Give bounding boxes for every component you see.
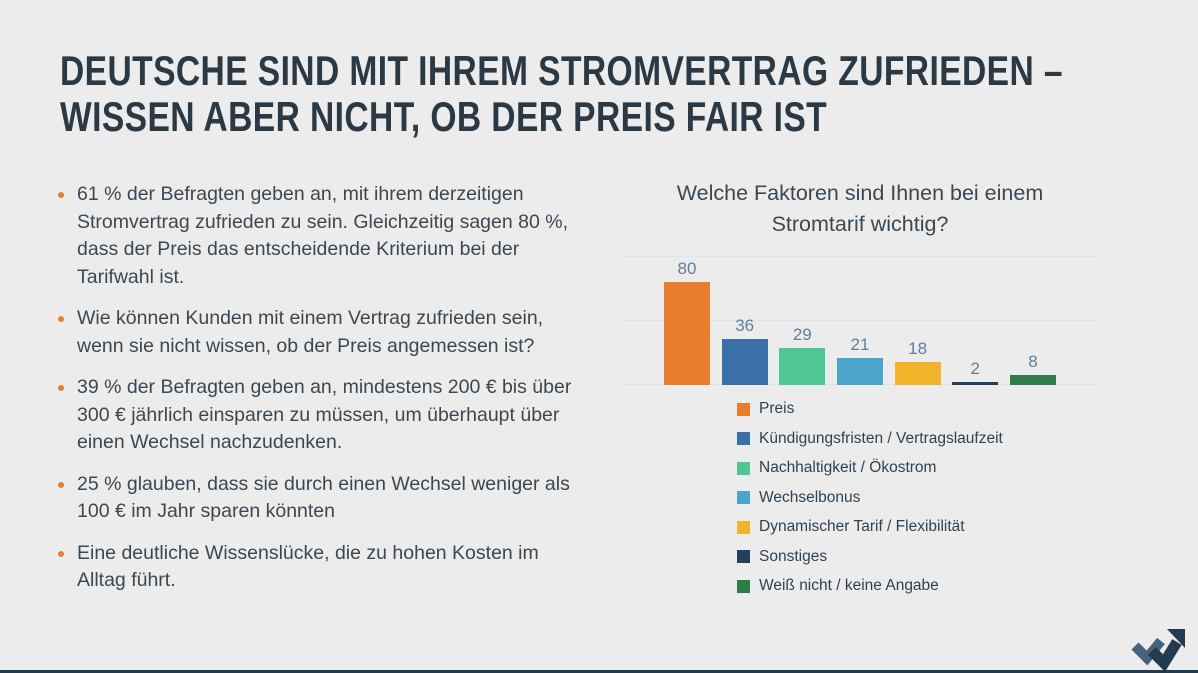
bullet-marker-icon xyxy=(58,192,64,198)
legend-label: Preis xyxy=(759,400,795,417)
footer-bar xyxy=(0,670,1198,673)
legend-swatch xyxy=(737,402,750,416)
double-check-arrow-logo-icon xyxy=(1131,629,1185,670)
legend-label: Sonstiges xyxy=(759,547,828,565)
bullet-item: Eine deutliche Wissenslücke, die zu hohe… xyxy=(58,540,578,595)
bar-value-label: 29 xyxy=(792,324,812,344)
bullet-marker-icon xyxy=(58,481,64,488)
bullet-text: Eine deutliche Wissenslücke, die zu hohe… xyxy=(77,541,539,592)
bar-value-label: 18 xyxy=(908,338,928,358)
legend-label: Weiß nicht / keine Angabe xyxy=(759,577,939,594)
bar-chart: Welche Faktoren sind Ihnen bei einem Str… xyxy=(620,178,1100,595)
gridline xyxy=(620,256,1100,257)
legend-item: Dynamischer Tarif / Flexibilität xyxy=(737,518,1100,536)
bar-value-label: 80 xyxy=(677,258,697,278)
legend-item: Preis xyxy=(737,400,1100,418)
gridline xyxy=(620,320,1100,321)
bar xyxy=(894,361,941,385)
bar xyxy=(721,338,768,385)
bar-value-label: 2 xyxy=(970,359,981,378)
bar xyxy=(779,347,826,385)
bullet-item: 25 % glauben, dass sie durch einen Wechs… xyxy=(58,471,578,526)
bar-column: 21 xyxy=(836,334,883,385)
bar-column: 80 xyxy=(664,259,710,385)
bullet-item: 39 % der Befragten geben an, mindestens … xyxy=(58,374,578,457)
legend-item: Weiß nicht / keine Angabe xyxy=(737,577,1100,595)
bar xyxy=(664,281,710,385)
legend-item: Sonstiges xyxy=(737,548,1100,566)
slide-title-line-2: WISSEN ABER NICHT, OB DER PREIS FAIR IST xyxy=(60,93,828,140)
bullet-text: 25 % glauben, dass sie durch einen Wechs… xyxy=(77,472,570,523)
bars-row: 80 36 29 21 18 2 8 xyxy=(620,256,1100,385)
bar xyxy=(1009,374,1056,385)
bar-value-label: 36 xyxy=(735,315,755,335)
bullet-item: Wie können Kunden mit einem Vertrag zufr… xyxy=(58,305,578,360)
legend-item: Nachhaltigkeit / Ökostrom xyxy=(737,459,1100,477)
legend-swatch xyxy=(737,520,750,534)
legend-label: Nachhaltigkeit / Ökostrom xyxy=(759,459,937,476)
bullet-item: 61 % der Befragten geben an, mit ihrem d… xyxy=(58,181,578,291)
legend-label: Dynamischer Tarif / Flexibilität xyxy=(759,518,965,535)
bar-column: 29 xyxy=(779,324,826,385)
legend-item: Kündigungsfristen / Vertragslaufzeit xyxy=(737,430,1100,448)
legend-swatch xyxy=(737,461,750,475)
bar xyxy=(952,382,999,385)
bar xyxy=(836,357,883,385)
bullet-text: 61 % der Befragten geben an, mit ihrem d… xyxy=(77,183,568,288)
bar-column: 2 xyxy=(952,359,999,385)
chart-title: Welche Faktoren sind Ihnen bei einem Str… xyxy=(676,181,1044,236)
legend-swatch xyxy=(737,550,750,563)
bar-column: 18 xyxy=(894,338,941,385)
bullet-list: 61 % der Befragten geben an, mit ihrem d… xyxy=(58,181,578,609)
bullet-text: Wie können Kunden mit einem Vertrag zufr… xyxy=(77,307,544,357)
legend-swatch xyxy=(737,432,750,445)
bar-column: 8 xyxy=(1009,351,1056,385)
bar-value-label: 8 xyxy=(1028,351,1038,371)
slide-title: DEUTSCHE SIND MIT IHREM STROMVERTRAG ZUF… xyxy=(60,48,1198,140)
slide-title-line-1: DEUTSCHE SIND MIT IHREM STROMVERTRAG ZUF… xyxy=(60,47,1063,94)
bullet-marker-icon xyxy=(58,316,64,322)
bar-value-label: 21 xyxy=(850,334,870,354)
chart-plot: 80 36 29 21 18 2 8 xyxy=(620,256,1100,385)
legend-item: Wechselbonus xyxy=(737,489,1100,507)
bar-column: 36 xyxy=(721,315,768,385)
legend-label: Wechselbonus xyxy=(759,488,861,506)
bullet-text: 39 % der Befragten geben an, mindestens … xyxy=(77,376,572,453)
bullet-marker-icon xyxy=(58,550,64,557)
bullet-marker-icon xyxy=(58,385,64,391)
legend-swatch xyxy=(737,491,750,504)
legend-label: Kündigungsfristen / Vertragslaufzeit xyxy=(759,429,1003,447)
chart-legend: Preis Kündigungsfristen / Vertragslaufzei… xyxy=(737,400,1100,595)
legend-swatch xyxy=(737,579,750,593)
